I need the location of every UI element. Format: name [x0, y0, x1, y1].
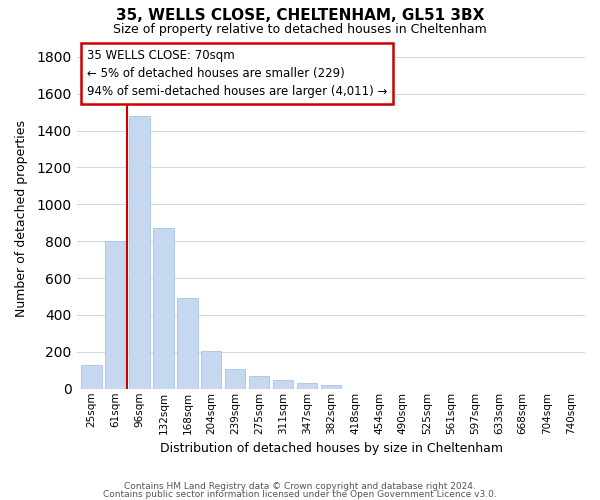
Bar [321, 385, 341, 389]
Bar [297, 383, 317, 389]
Text: 35, WELLS CLOSE, CHELTENHAM, GL51 3BX: 35, WELLS CLOSE, CHELTENHAM, GL51 3BX [116, 8, 484, 22]
Bar [129, 116, 149, 389]
Bar [273, 380, 293, 389]
Text: Contains public sector information licensed under the Open Government Licence v3: Contains public sector information licen… [103, 490, 497, 499]
Text: Size of property relative to detached houses in Cheltenham: Size of property relative to detached ho… [113, 22, 487, 36]
Y-axis label: Number of detached properties: Number of detached properties [15, 120, 28, 316]
Text: 35 WELLS CLOSE: 70sqm
← 5% of detached houses are smaller (229)
94% of semi-deta: 35 WELLS CLOSE: 70sqm ← 5% of detached h… [87, 50, 387, 98]
Bar [201, 351, 221, 389]
Bar [225, 370, 245, 389]
Text: Contains HM Land Registry data © Crown copyright and database right 2024.: Contains HM Land Registry data © Crown c… [124, 482, 476, 491]
Bar [153, 228, 173, 389]
Bar [177, 298, 197, 389]
Bar [105, 241, 125, 389]
X-axis label: Distribution of detached houses by size in Cheltenham: Distribution of detached houses by size … [160, 442, 503, 455]
Bar [82, 365, 101, 389]
Bar [249, 376, 269, 389]
